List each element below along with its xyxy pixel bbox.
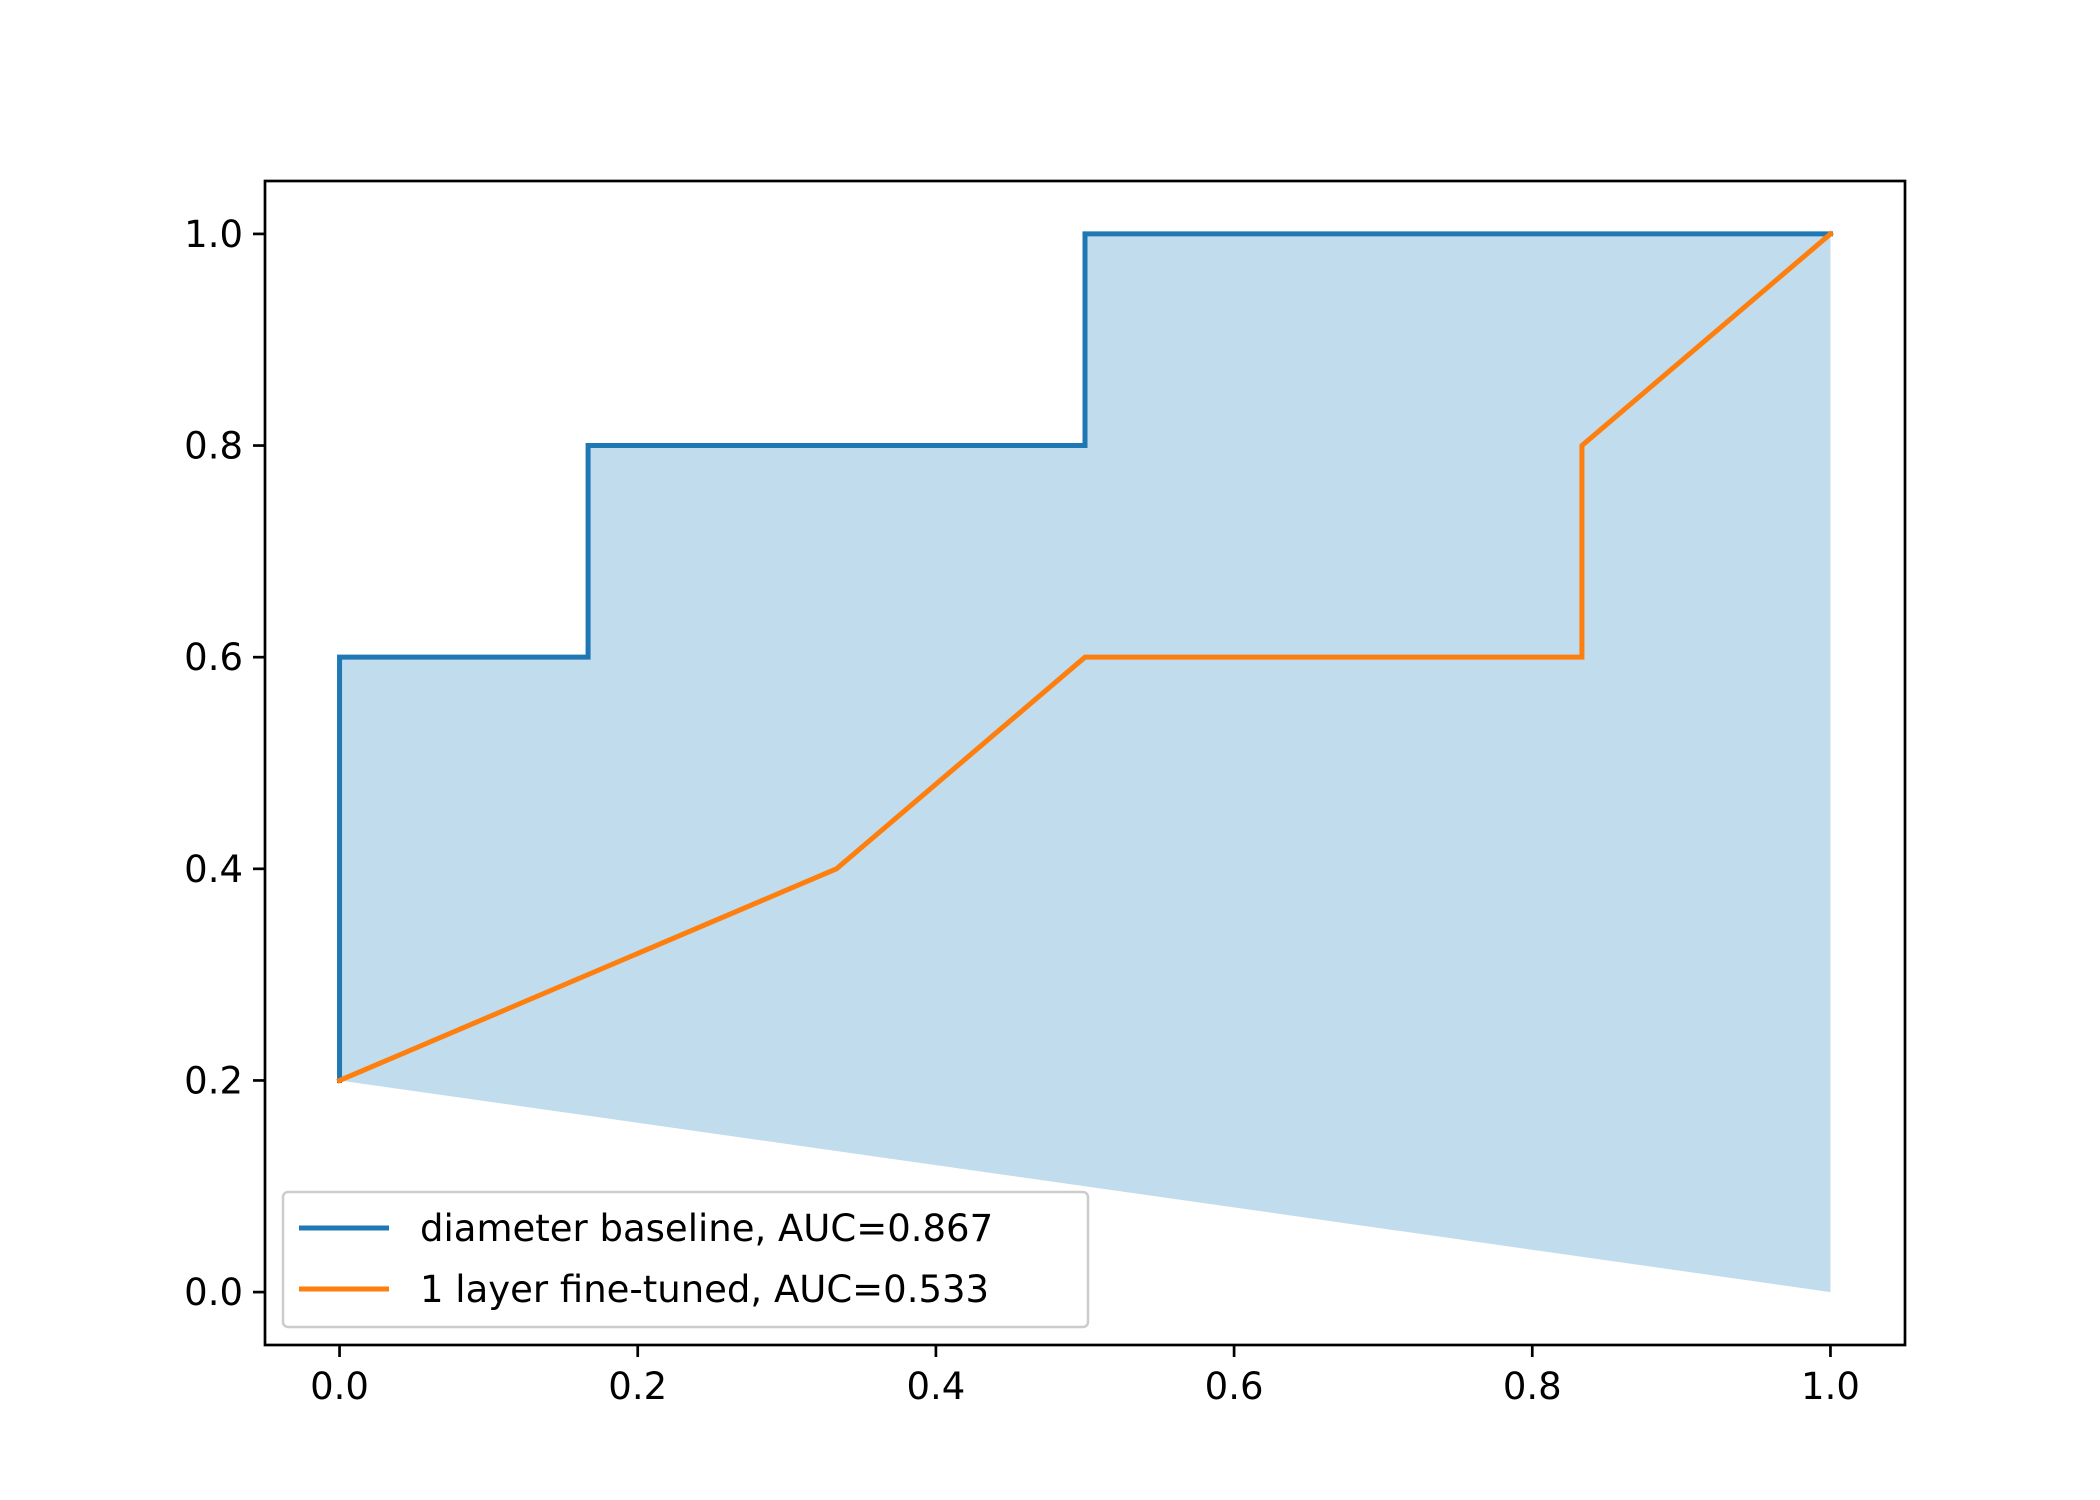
plot-frame (263, 179, 1907, 1347)
legend-label-1: diameter baseline, AUC=0.867 (420, 1207, 993, 1250)
y-tick-label: 0.2 (184, 1059, 243, 1102)
y-tick-label: 1.0 (184, 213, 243, 256)
series-line-1 (337, 231, 1833, 1083)
x-tick-label: 0.2 (608, 1365, 667, 1408)
series-layer (336, 230, 1834, 1084)
y-tick-label: 0.8 (184, 425, 243, 468)
series-line-2 (336, 230, 1834, 1084)
ticks-layer: 0.0 0.2 0.4 0.6 0.8 1.0 0.0 0.2 0.4 0.6 0.8 1.0 (184, 213, 1860, 1408)
y-tick-label: 0.0 (184, 1271, 243, 1314)
x-tick-label: 0.6 (1205, 1365, 1264, 1408)
x-tick-label: 1.0 (1801, 1365, 1860, 1408)
x-tick-label: 0.4 (906, 1365, 965, 1408)
legend: diameter baseline, AUC=0.867 1 layer fine… (281, 1190, 1090, 1329)
legend-label-2: 1 layer fine-tuned, AUC=0.533 (420, 1268, 989, 1311)
fill-layer (339, 233, 1831, 1293)
auc-fill-area (339, 233, 1831, 1293)
legend-box (281, 1190, 1090, 1329)
y-tick-label: 0.4 (184, 848, 243, 891)
x-tick-label: 0.8 (1503, 1365, 1562, 1408)
x-tick-label: 0.0 (310, 1365, 369, 1408)
y-tick-label: 0.6 (184, 636, 243, 679)
